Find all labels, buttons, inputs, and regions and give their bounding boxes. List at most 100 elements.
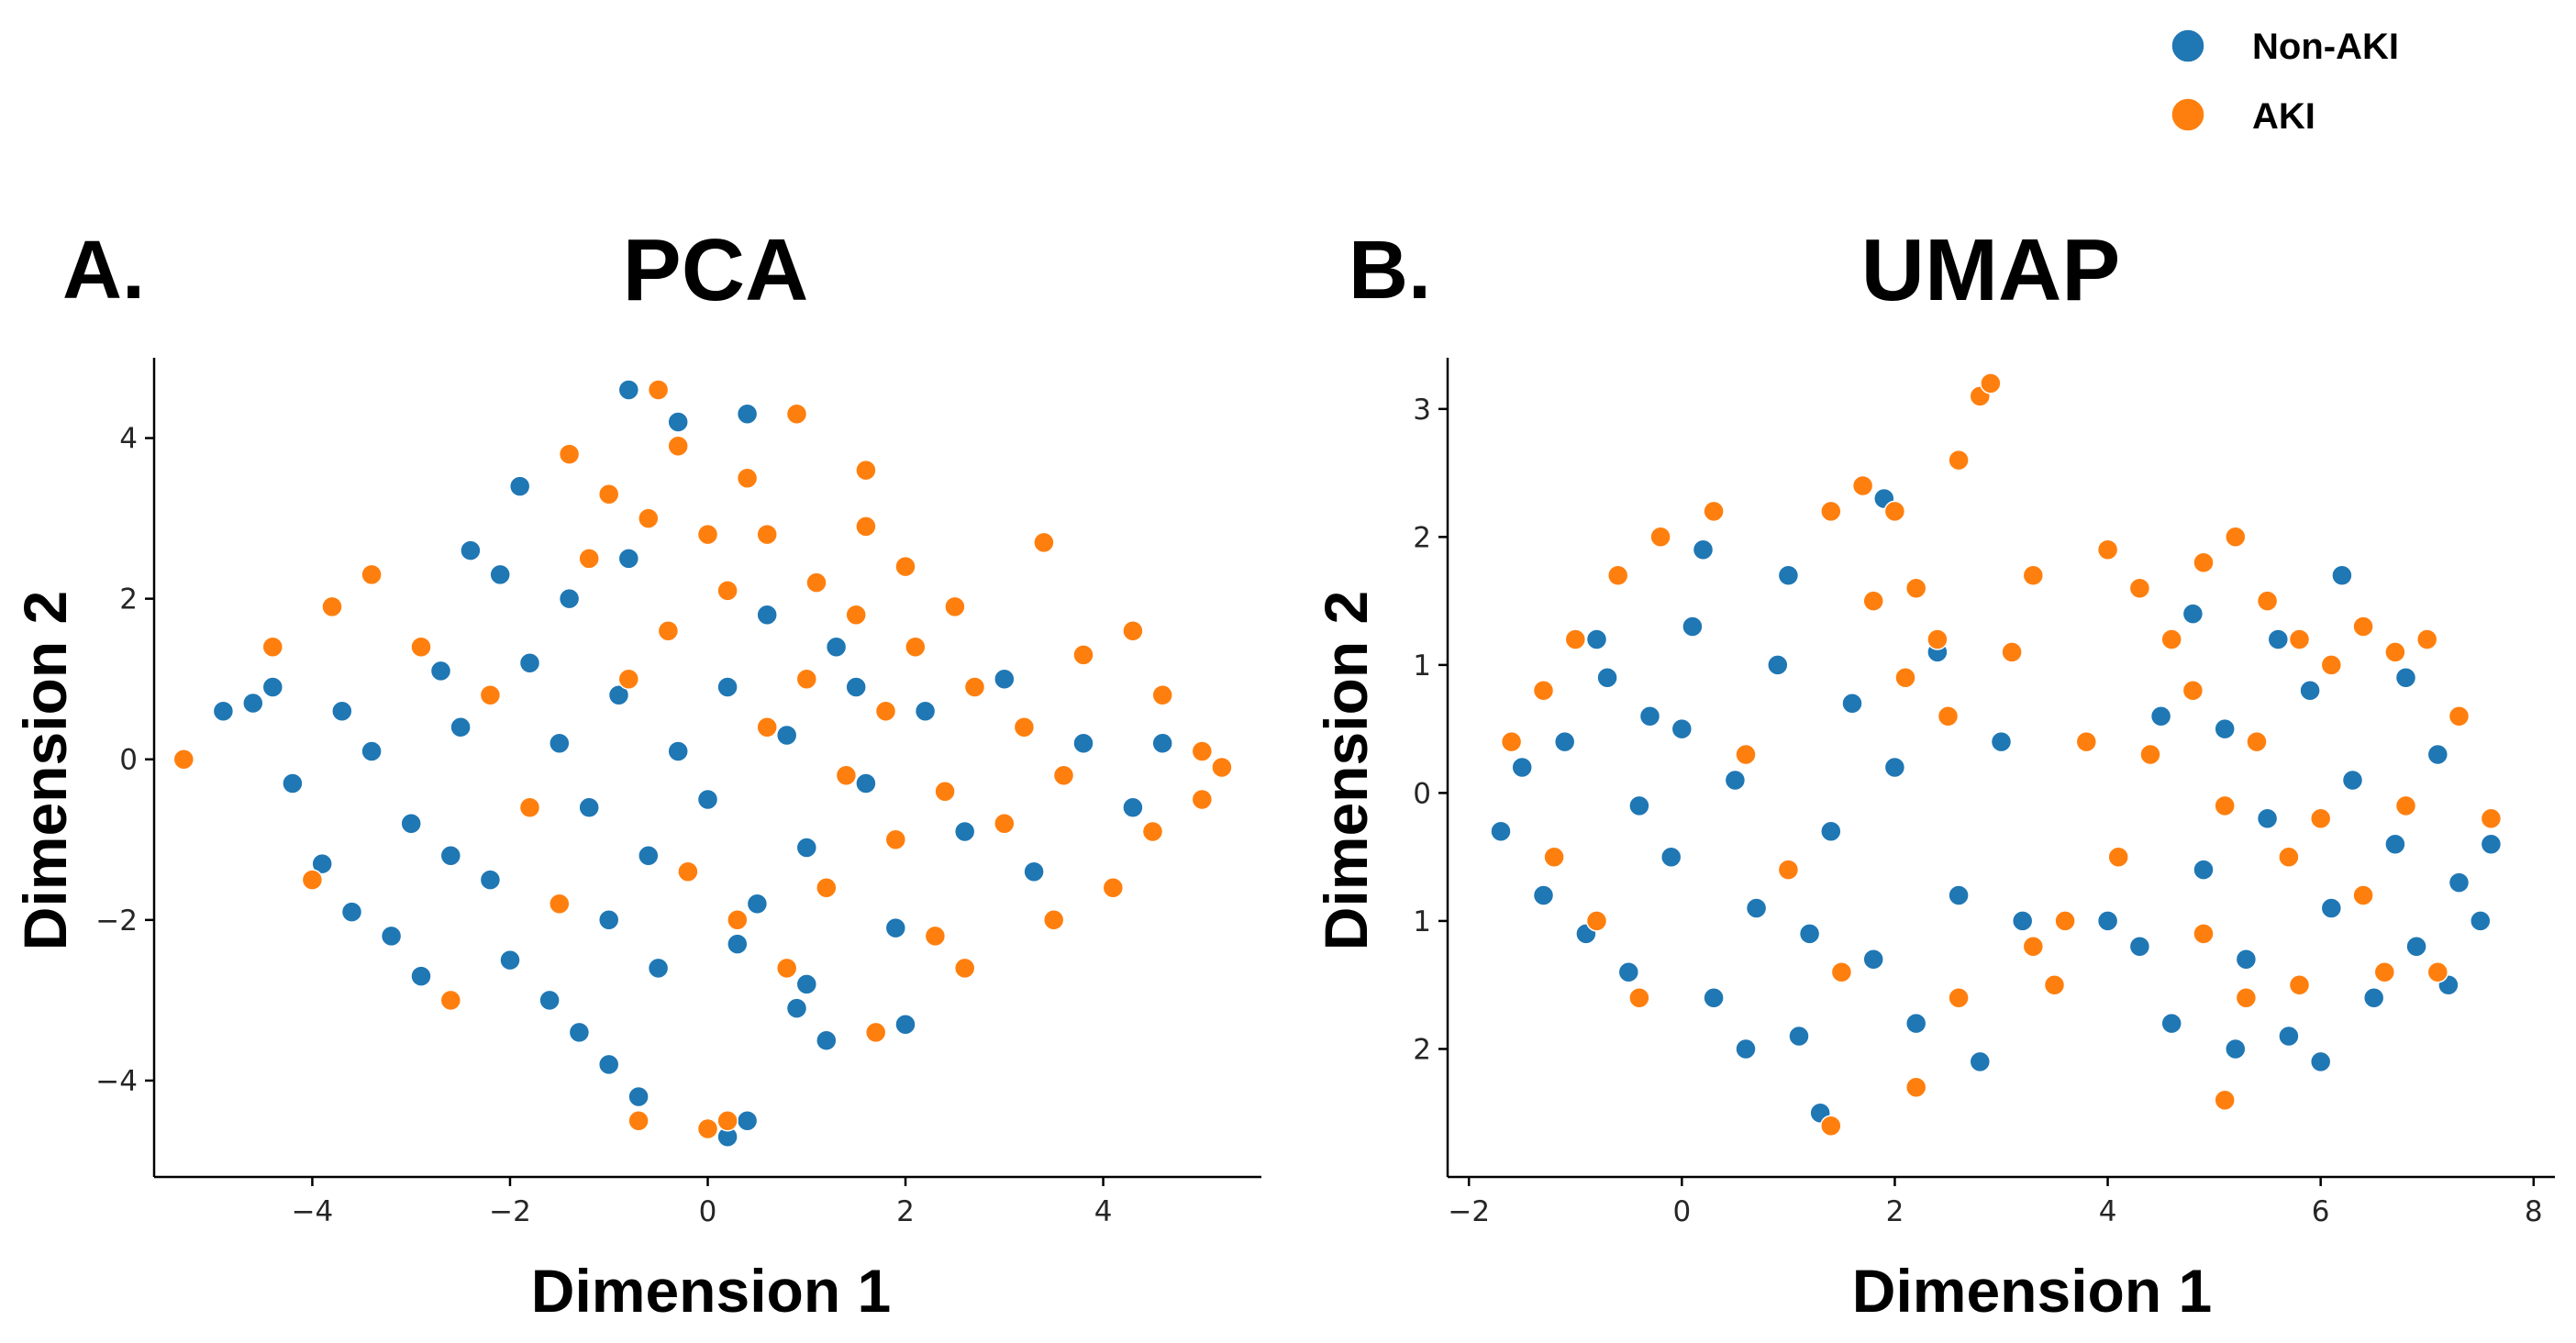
panel-a-ylabel: Dimension 2 <box>11 591 79 950</box>
panel-a-point-aki-5 <box>439 989 462 1012</box>
panel-b-point-aki-13 <box>1926 628 1949 650</box>
panel-a-point-non-aki-36 <box>795 837 818 859</box>
panel-a-point-non-aki-6 <box>410 965 432 987</box>
panel-b-point-aki-20 <box>1894 667 1916 689</box>
panel-b-point-aki-0 <box>1500 730 1523 753</box>
panel-b-xtick-label-4: 6 <box>2312 1195 2330 1228</box>
panel-a-point-aki-52 <box>549 893 571 916</box>
panel-b-xlabel: Dimension 1 <box>1852 1257 2212 1325</box>
panel-a-point-aki-53 <box>479 683 502 706</box>
panel-a-point-non-aki-43 <box>1023 860 1045 883</box>
panel-a-point-aki-25 <box>1141 820 1164 843</box>
panel-b-point-non-aki-41 <box>2299 680 2321 702</box>
panel-b-point-non-aki-37 <box>2214 717 2236 740</box>
panel-b-point-aki-52 <box>2214 1089 2236 1112</box>
panel-b-point-non-aki-52 <box>2267 628 2290 650</box>
panel-a-point-non-aki-39 <box>884 916 907 939</box>
panel-b-point-aki-47 <box>2278 846 2300 868</box>
panel-b-point-aki-48 <box>2309 807 2332 830</box>
panel-b-point-aki-38 <box>2352 616 2374 638</box>
panel-a-point-non-aki-7 <box>429 660 452 683</box>
panel-b-point-aki-9 <box>1820 500 1842 523</box>
panel-a-xtick-label-3: 2 <box>896 1195 915 1228</box>
panel-a-point-non-aki-58 <box>785 997 808 1019</box>
panel-a-ytick-label-0: −4 <box>95 1065 138 1098</box>
panel-b-point-non-aki-45 <box>2384 833 2406 855</box>
panel-a-pca: A. PCA −4 −2 0 2 4 −4 −2 0 2 4 Dimension 1 Dimens… <box>11 221 1261 1325</box>
panel-a-ytick-label-1: −2 <box>95 905 138 938</box>
panel-b-ytick-label-4: 2 <box>1413 521 1431 554</box>
panel-a-xtick-label-4: 4 <box>1094 1195 1113 1228</box>
panel-a-point-aki-14 <box>785 403 808 426</box>
panel-b-point-non-aki-55 <box>2225 1038 2247 1060</box>
panel-a-point-aki-2 <box>301 869 324 891</box>
legend-marker-non-aki <box>2171 28 2205 63</box>
panel-a-points <box>172 379 1233 1148</box>
panel-a-point-aki-46 <box>578 548 600 570</box>
panel-a-point-non-aki-34 <box>746 893 769 916</box>
panel-a-ticks: −4 −2 0 2 4 −4 −2 0 2 4 <box>95 423 1112 1228</box>
panel-b-point-aki-2 <box>1564 628 1587 650</box>
panel-a-point-aki-15 <box>855 459 877 482</box>
panel-a-point-aki-26 <box>1102 877 1125 899</box>
panel-a-ytick-label-2: 0 <box>119 744 138 777</box>
panel-b-point-non-aki-47 <box>2426 743 2449 766</box>
panel-a-point-aki-12 <box>716 1109 738 1132</box>
legend: Non-AKI AKI <box>2171 27 2399 137</box>
panel-a-point-non-aki-55 <box>331 700 353 722</box>
panel-b-point-non-aki-36 <box>2193 859 2215 881</box>
panel-b-point-aki-49 <box>2352 884 2374 906</box>
panel-a-point-aki-40 <box>805 572 827 594</box>
panel-a-ytick-label-4: 4 <box>119 423 138 456</box>
panel-a-point-non-aki-53 <box>756 604 778 626</box>
panel-b-point-non-aki-51 <box>2331 564 2353 586</box>
panel-a-point-aki-54 <box>410 636 432 658</box>
panel-b-point-aki-19 <box>1862 590 1884 612</box>
panel-a-point-aki-49 <box>816 877 838 899</box>
panel-b-title: UMAP <box>1861 221 2121 319</box>
panel-a-point-aki-6 <box>558 443 581 465</box>
panel-a-point-aki-30 <box>835 764 858 787</box>
panel-b-point-aki-23 <box>1904 1076 1927 1099</box>
panel-b-letter: B. <box>1349 225 1431 316</box>
panel-b-point-non-aki-53 <box>2182 603 2204 625</box>
panel-b-point-non-aki-48 <box>2448 871 2471 893</box>
panel-a-point-aki-21 <box>1151 683 1173 706</box>
panel-b-point-non-aki-2 <box>1532 884 1555 906</box>
panel-a-point-aki-10 <box>667 435 689 458</box>
panel-b-point-non-aki-26 <box>1585 628 1608 650</box>
panel-b-point-aki-5 <box>1703 500 1725 523</box>
legend-label-aki: AKI <box>2252 96 2315 137</box>
panel-b-point-non-aki-32 <box>1628 794 1650 817</box>
panel-a-point-non-aki-26 <box>518 651 541 674</box>
panel-a-point-aki-22 <box>1191 740 1214 762</box>
panel-b-point-aki-45 <box>2214 794 2236 817</box>
panel-b-point-non-aki-35 <box>2160 1012 2182 1035</box>
panel-a-point-non-aki-50 <box>795 973 818 995</box>
panel-b-point-non-aki-9 <box>1682 616 1704 638</box>
panel-b-point-non-aki-1 <box>1511 756 1533 779</box>
panel-a-point-aki-28 <box>756 716 778 738</box>
panel-a-point-aki-32 <box>905 636 927 658</box>
panel-b-point-aki-50 <box>2394 794 2417 817</box>
panel-b-point-non-aki-6 <box>1617 961 1640 983</box>
panel-b-point-aki-28 <box>1735 743 1757 766</box>
panel-a-point-non-aki-32 <box>696 788 719 811</box>
panel-b-umap: B. UMAP −2 0 2 4 6 8 2 1 0 1 2 3 Dimension 1 Dimens… <box>1312 221 2555 1325</box>
panel-b-point-aki-43 <box>2139 743 2161 766</box>
panel-b-point-aki-55 <box>2373 961 2396 983</box>
panel-a-point-non-aki-57 <box>499 949 521 971</box>
panel-b-point-aki-41 <box>2448 705 2471 727</box>
panel-a-point-aki-31 <box>874 700 897 722</box>
panel-a-point-aki-7 <box>597 483 620 505</box>
panel-b-point-non-aki-25 <box>2011 910 2034 932</box>
panel-b-point-non-aki-8 <box>1660 846 1682 868</box>
panel-b-point-aki-24 <box>2022 936 2045 958</box>
panel-b-point-non-aki-42 <box>2320 897 2343 919</box>
panel-a-point-non-aki-31 <box>667 740 689 762</box>
panel-a-point-aki-45 <box>617 668 640 690</box>
panel-a-point-non-aki-19 <box>736 1109 759 1132</box>
panel-b-ytick-label-5: 3 <box>1413 394 1431 427</box>
panel-b-point-aki-33 <box>2193 551 2215 574</box>
